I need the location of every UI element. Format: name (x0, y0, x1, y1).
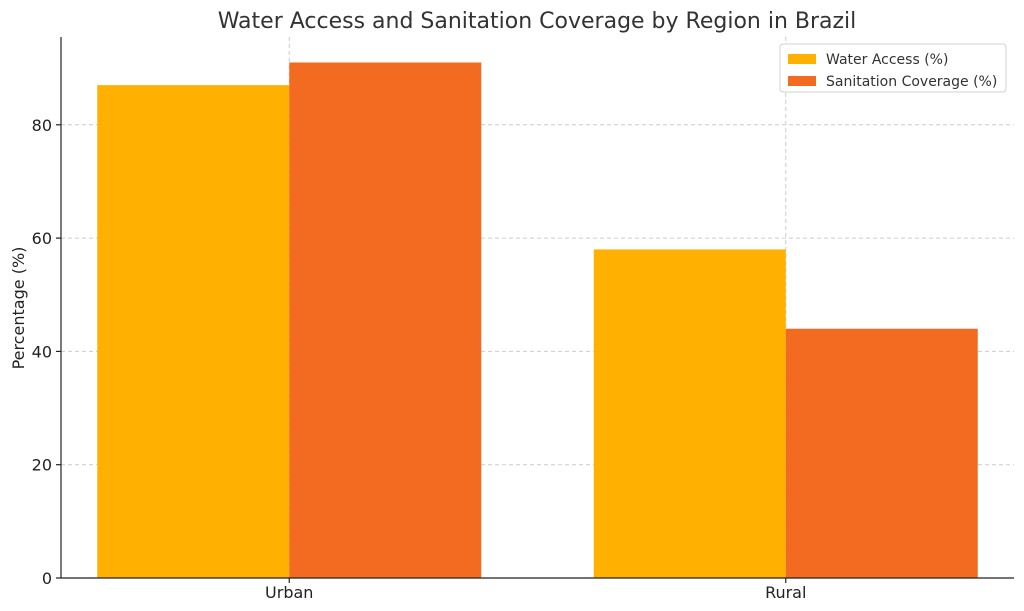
chart-title: Water Access and Sanitation Coverage by … (218, 9, 857, 34)
y-tick-label-1: 20 (32, 456, 52, 475)
legend-label-1: Sanitation Coverage (%) (826, 74, 997, 90)
y-axis-label: Percentage (%) (9, 247, 28, 370)
legend-swatch-0 (788, 54, 816, 64)
x-tick-label-0: Urban (265, 583, 313, 602)
bar-urban-series-1 (289, 62, 482, 579)
legend-box (779, 43, 1007, 93)
bar-rural-series-0 (593, 249, 786, 578)
x-tick-label-1: Rural (765, 583, 806, 602)
y-tick-label-4: 80 (32, 116, 52, 135)
bar-rural-series-1 (785, 328, 978, 578)
y-tick-label-3: 60 (32, 229, 52, 248)
legend: Water Access (%) Sanitation Coverage (%) (779, 43, 1007, 93)
legend-swatch-1 (788, 76, 816, 86)
bar-urban-series-0 (97, 85, 290, 579)
axes (56, 37, 1014, 583)
y-tick-label-2: 40 (32, 342, 52, 361)
y-tick-label-0: 0 (42, 569, 52, 588)
legend-label-0: Water Access (%) (826, 52, 948, 68)
tick-labels: 0 20 40 60 80 Urban Rural (32, 116, 807, 602)
bars (97, 62, 978, 579)
